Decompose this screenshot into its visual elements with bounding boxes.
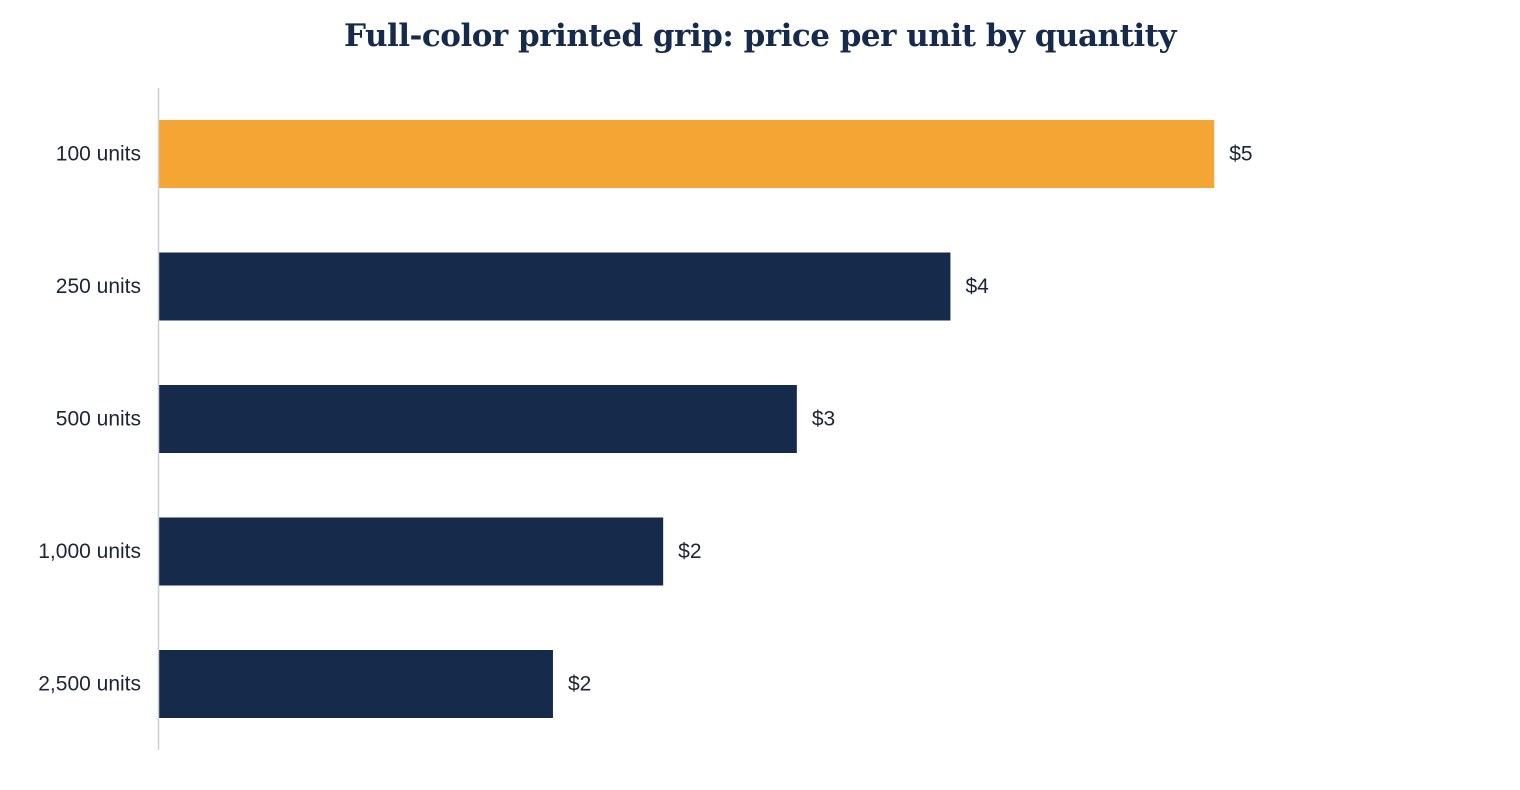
category-label-3: 500 units: [56, 408, 141, 431]
bar-5: [159, 650, 553, 718]
category-label-5: 2,500 units: [38, 673, 141, 696]
bar-1: [159, 120, 1215, 188]
value-label-4: $2: [678, 540, 701, 563]
bar-2: [159, 252, 951, 321]
category-label-4: 1,000 units: [38, 540, 141, 563]
value-label-2: $4: [965, 275, 989, 298]
category-label-1: 100 units: [56, 143, 141, 166]
bar-4: [159, 517, 664, 586]
labels-layer: 100 units $5 250 units $4 500 units $3 1,000 u…: [38, 143, 1252, 696]
bar-3: [159, 385, 797, 453]
value-label-3: $3: [812, 408, 835, 431]
chart-title: Full-color printed grip: price per unit …: [344, 18, 1177, 54]
category-label-2: 250 units: [56, 275, 141, 298]
value-label-5: $2: [568, 673, 591, 696]
value-label-1: $5: [1229, 143, 1252, 166]
bars-layer: [159, 120, 1215, 718]
